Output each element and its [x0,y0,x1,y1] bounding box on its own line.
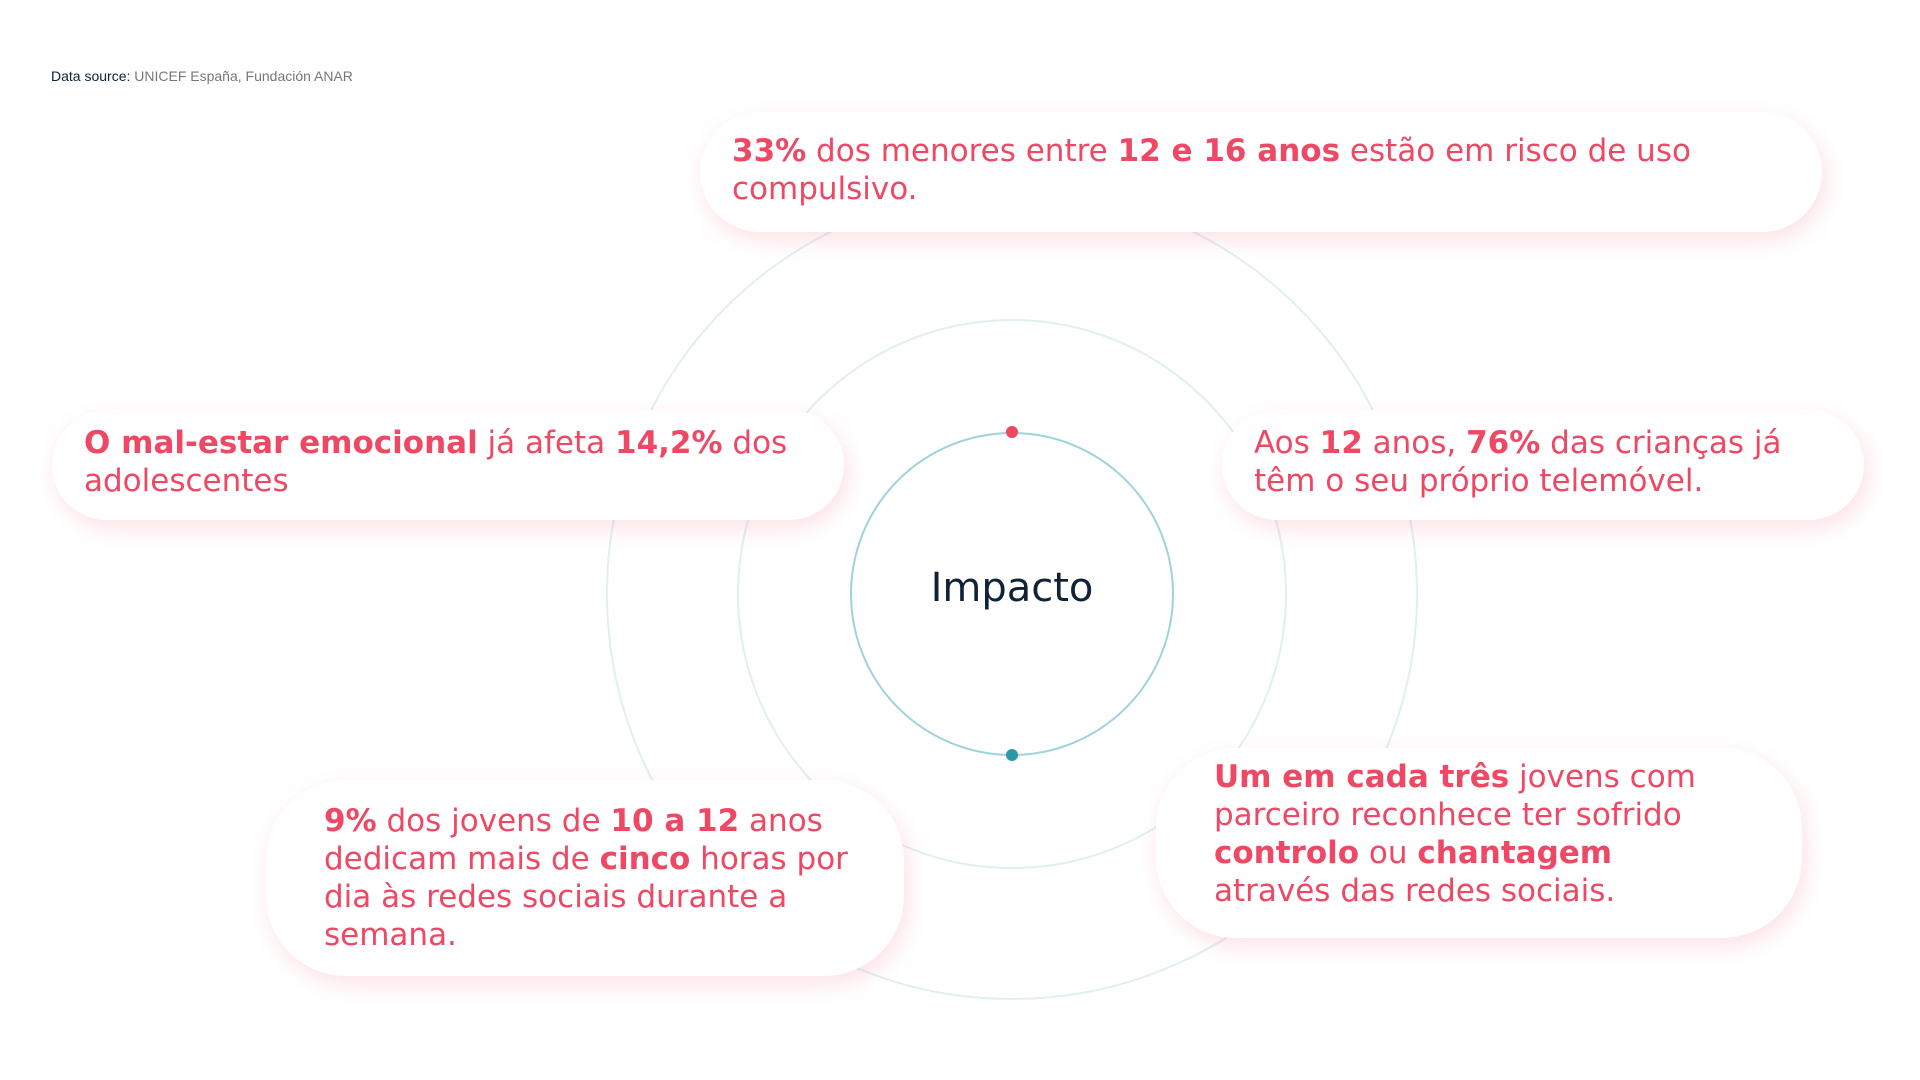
stat-highlight: 12 e 16 anos [1117,133,1341,169]
stat-text: dos adolescentes [84,425,788,499]
stat-card-own-phone: Aos 12 anos, 76% das crianças já têm o s… [1222,410,1864,520]
stat-highlight: 14,2% [615,425,723,461]
stat-card-partner-control: Um em cada três jovens com parceiro reco… [1156,748,1802,938]
stat-text: estão em risco de uso compulsivo. [732,133,1691,207]
data-source-text: UNICEF España, Fundación ANAR [134,68,353,84]
stat-highlight: 33% [732,133,807,169]
stat-text: dos menores entre [806,133,1118,169]
data-source-label: Data source: [51,68,131,84]
stat-highlight: 76% [1466,425,1541,461]
stat-text: dos jovens de [376,803,611,839]
stat-card-compulsive-use: 33% dos menores entre 12 e 16 anos estão… [700,112,1822,232]
bottom-dot [1006,749,1018,761]
stat-card-social-media-hours: 9% dos jovens de 10 a 12 anos dedicam ma… [266,780,904,976]
stat-highlight: O mal-estar emocional [84,425,478,461]
stat-highlight: controlo [1214,835,1360,871]
top-dot [1006,426,1018,438]
stat-text: através das redes sociais. [1214,873,1616,909]
stat-highlight: chantagem [1417,835,1613,871]
stat-text: das crianças já têm o seu próprio telemó… [1254,425,1782,499]
stat-highlight: Um em cada três [1214,759,1510,795]
stat-text: horas por dia às redes sociais durante a… [324,841,848,953]
stat-highlight: 12 [1319,425,1363,461]
stat-text: ou [1359,835,1418,871]
center-title: Impacto [930,565,1094,611]
stat-text: jovens com parceiro reconhece ter sofrid… [1214,759,1696,833]
stat-highlight: 10 a 12 [610,803,740,839]
stat-card-emotional-distress: O mal-estar emocional já afeta 14,2% dos… [52,410,844,520]
stat-text: já afeta [477,425,616,461]
stat-text: anos dedicam mais de [324,803,823,877]
stat-highlight: cinco [599,841,691,877]
stat-highlight: 9% [324,803,377,839]
data-source: Data source: UNICEF España, Fundación AN… [51,68,353,84]
stat-text: Aos [1254,425,1320,461]
middle-ring [737,319,1287,869]
stat-text: anos, [1362,425,1467,461]
